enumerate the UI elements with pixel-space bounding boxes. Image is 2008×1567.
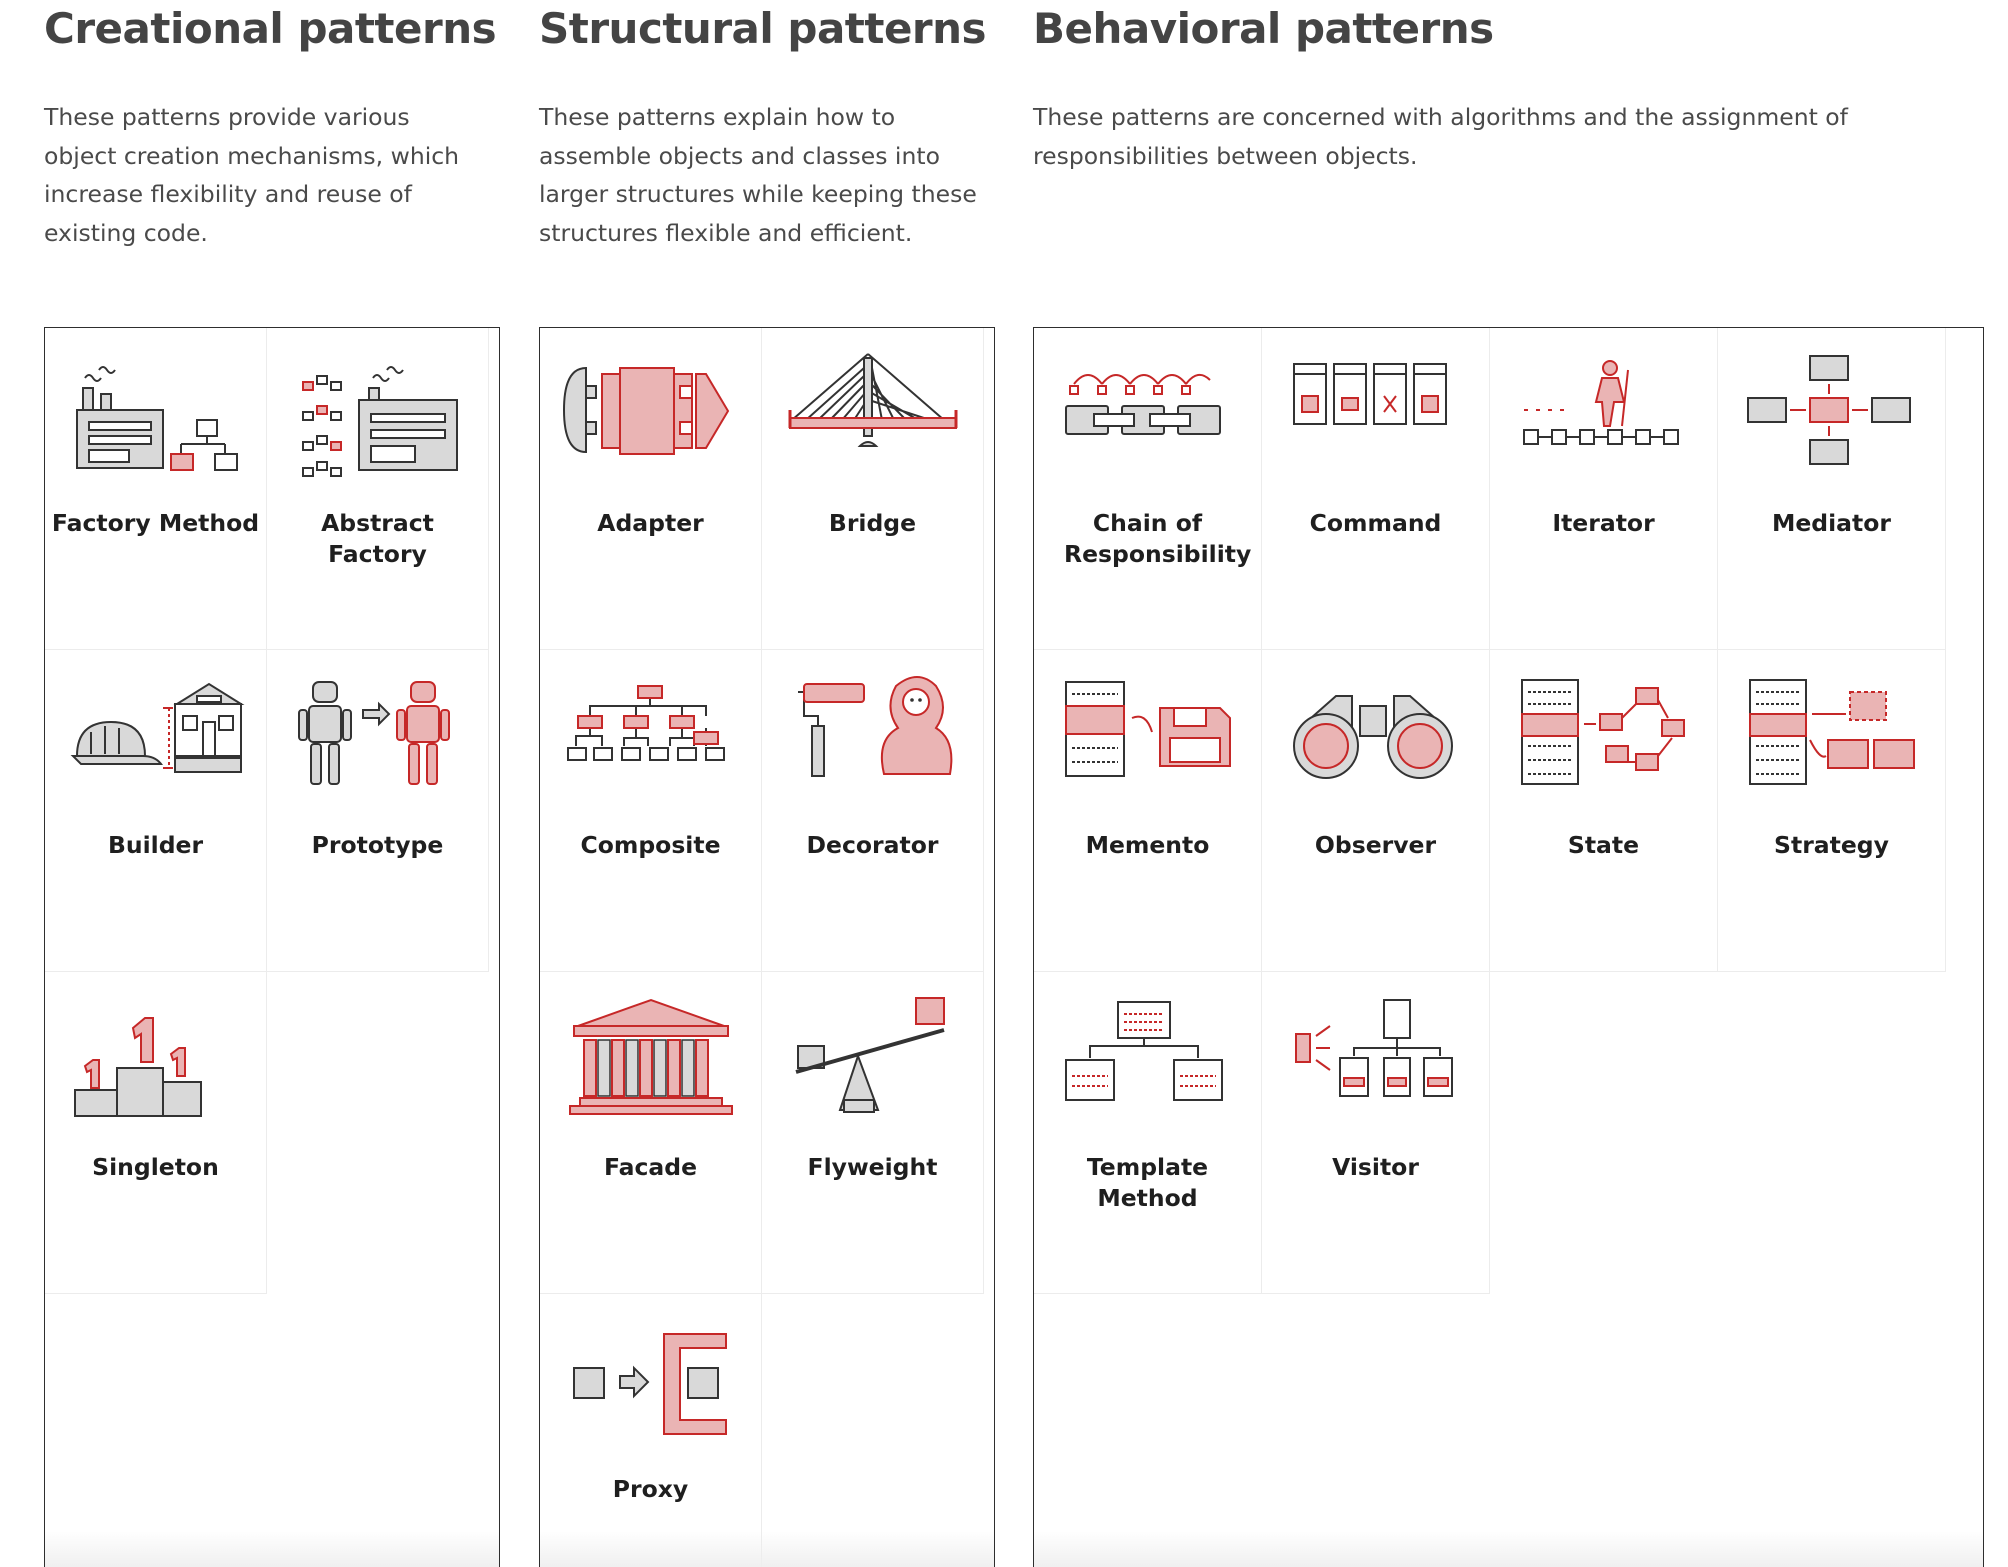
pattern-card-mediator[interactable]: Mediator [1718, 328, 1946, 650]
bottom-fade [1034, 1531, 1983, 1567]
pattern-label: Facade [603, 1153, 698, 1181]
pattern-card-adapter[interactable]: Adapter [540, 328, 762, 650]
pattern-label: Singleton [92, 1153, 219, 1181]
pattern-label: Proxy [612, 1475, 689, 1503]
pattern-label: Command [1309, 509, 1442, 537]
adapter-icon [562, 366, 730, 455]
pattern-label: Flyweight [807, 1153, 938, 1181]
pattern-label: Observer [1314, 831, 1437, 859]
empty-cell [762, 1294, 984, 1567]
pattern-label: Decorator [806, 831, 939, 859]
bottom-fade [540, 1531, 994, 1567]
pattern-card-template-method[interactable]: Template Method [1034, 972, 1262, 1294]
bridge-icon [788, 353, 958, 447]
prototype-icon [298, 681, 450, 785]
builder-icon [70, 682, 245, 773]
structural-grid: Adapter Bridge [539, 327, 995, 1567]
section-description: These patterns provide various object cr… [44, 103, 460, 247]
pattern-card-memento[interactable]: Memento [1034, 650, 1262, 972]
pattern-label: Iterator [1552, 509, 1655, 537]
flyweight-icon [795, 997, 945, 1113]
pattern-label: Prototype [311, 831, 444, 859]
template-method-icon [1065, 1001, 1223, 1101]
pattern-label: Memento [1085, 831, 1210, 859]
pattern-card-abstract-factory[interactable]: Abstract Factory [267, 328, 489, 650]
mediator-icon [1747, 355, 1911, 465]
pattern-label: State [1567, 831, 1640, 859]
pattern-card-factory-method[interactable]: Factory Method [45, 328, 267, 650]
section-description: These patterns are concerned with algori… [1033, 103, 1848, 170]
pattern-card-singleton[interactable]: Singleton [45, 972, 267, 1294]
pattern-label: Strategy [1774, 831, 1889, 859]
singleton-icon [74, 1017, 202, 1117]
pattern-card-command[interactable]: Command [1262, 328, 1490, 650]
section-description: These patterns explain how to assemble o… [539, 103, 977, 247]
pattern-card-facade[interactable]: Facade [540, 972, 762, 1294]
pattern-card-proxy[interactable]: Proxy [540, 1294, 762, 1567]
pattern-label: Chain of Responsibility [1064, 509, 1252, 568]
facade-icon [569, 998, 733, 1115]
iterator-icon [1523, 360, 1679, 445]
pattern-card-decorator[interactable]: Decorator [762, 650, 984, 972]
pattern-label: Visitor [1332, 1153, 1419, 1181]
pattern-card-composite[interactable]: Composite [540, 650, 762, 972]
strategy-icon [1749, 679, 1915, 785]
pattern-card-builder[interactable]: Builder [45, 650, 267, 972]
empty-cell [267, 972, 489, 1294]
pattern-label: Factory Method [51, 509, 260, 537]
section-title: Structural patterns [539, 4, 987, 53]
composite-icon [567, 685, 725, 761]
chain-of-responsibility-icon [1065, 373, 1221, 435]
factory-method-icon [76, 366, 238, 471]
decorator-icon [798, 676, 953, 777]
pattern-label: Bridge [828, 509, 917, 537]
pattern-label: Template Method [1086, 1153, 1209, 1212]
pattern-card-chain-of-responsibility[interactable]: Chain of Responsibility [1034, 328, 1262, 650]
pattern-label: Builder [107, 831, 204, 859]
pattern-label: Adapter [597, 509, 704, 537]
pattern-label: Mediator [1771, 509, 1892, 537]
state-icon [1521, 679, 1685, 785]
pattern-card-visitor[interactable]: Visitor [1262, 972, 1490, 1294]
bottom-fade [45, 1531, 499, 1567]
section-title: Behavioral patterns [1033, 4, 1494, 53]
pattern-card-observer[interactable]: Observer [1262, 650, 1490, 972]
pattern-label: Abstract Factory [321, 509, 434, 568]
abstract-factory-icon [302, 366, 458, 477]
pattern-card-bridge[interactable]: Bridge [762, 328, 984, 650]
section-title: Creational patterns [44, 4, 497, 53]
pattern-card-flyweight[interactable]: Flyweight [762, 972, 984, 1294]
visitor-icon [1295, 999, 1453, 1097]
pattern-card-state[interactable]: State [1490, 650, 1718, 972]
proxy-icon [573, 1333, 727, 1435]
creational-grid: Factory Method Abstract Factory [44, 327, 500, 1567]
behavioral-grid: Chain of Responsibility Command [1033, 327, 1984, 1567]
pattern-card-iterator[interactable]: Iterator [1490, 328, 1718, 650]
pattern-card-prototype[interactable]: Prototype [267, 650, 489, 972]
pattern-label: Composite [580, 831, 721, 859]
pattern-card-strategy[interactable]: Strategy [1718, 650, 1946, 972]
command-icon [1293, 363, 1447, 425]
memento-icon [1065, 681, 1231, 777]
observer-icon [1293, 695, 1453, 779]
